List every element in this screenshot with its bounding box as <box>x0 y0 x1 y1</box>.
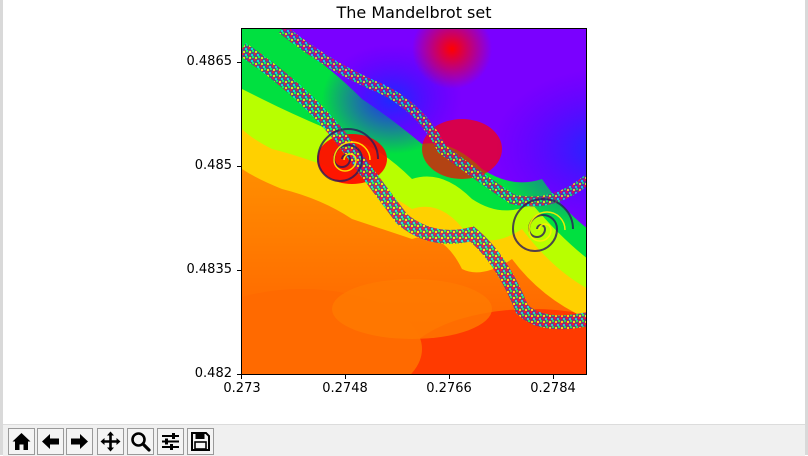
window-frame-right <box>805 0 808 455</box>
x-tick-mark <box>345 375 346 379</box>
chart-title: The Mandelbrot set <box>336 3 492 22</box>
mandelbrot-plot-area[interactable] <box>241 28 587 375</box>
sliders-icon <box>162 433 179 450</box>
home-icon <box>12 433 31 450</box>
floppy-disk-icon <box>191 432 210 451</box>
y-tick-label: 0.4835 <box>186 262 233 277</box>
y-tick-label: 0.4865 <box>186 54 233 69</box>
x-tick-label: 0.273 <box>223 381 261 396</box>
y-tick-mark <box>237 62 241 63</box>
y-tick-mark <box>237 374 241 375</box>
y-tick-mark <box>237 166 241 167</box>
x-tick-mark <box>553 375 554 379</box>
x-tick-mark <box>241 375 242 379</box>
x-tick-mark <box>449 375 450 379</box>
y-tick-mark <box>237 270 241 271</box>
back-button[interactable] <box>37 428 64 455</box>
navigation-toolbar <box>3 424 805 456</box>
forward-button[interactable] <box>66 428 93 455</box>
magnifier-icon <box>131 432 151 452</box>
window-frame-left <box>0 0 3 455</box>
home-button[interactable] <box>8 428 35 455</box>
mandelbrot-image <box>242 29 586 374</box>
arrow-right-icon <box>71 434 88 449</box>
x-tick-label: 0.2766 <box>426 381 472 396</box>
zoom-button[interactable] <box>127 428 154 455</box>
pan-button[interactable] <box>97 428 124 455</box>
configure-subplots-button[interactable] <box>157 428 184 455</box>
x-tick-label: 0.2748 <box>322 381 368 396</box>
arrow-left-icon <box>42 434 59 449</box>
x-tick-label: 0.2784 <box>530 381 576 396</box>
y-tick-label: 0.485 <box>194 158 232 173</box>
save-button[interactable] <box>187 428 214 455</box>
y-tick-label: 0.482 <box>194 366 232 381</box>
move-icon <box>100 431 121 452</box>
